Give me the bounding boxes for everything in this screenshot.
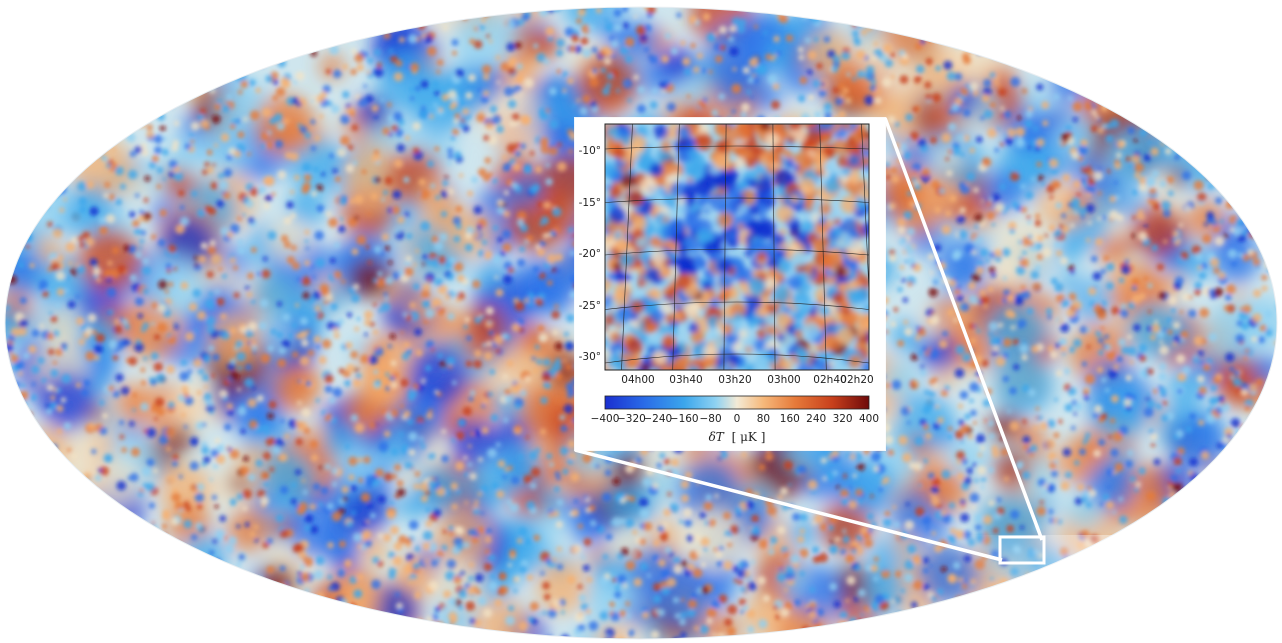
colorbar-tick-label: −240 — [643, 413, 672, 425]
y-tick-label: -25° — [579, 300, 601, 312]
longitude-gridline — [819, 124, 827, 370]
corner-fade — [960, 535, 1282, 643]
zoom-inset: -10° -15° -20° -25° -30° 04h00 03h40 03h20 03h00… — [575, 118, 885, 450]
latitude-gridline — [605, 353, 869, 364]
x-tick-label: 02h40 — [813, 374, 846, 386]
colorbar-label-symbol: δT — [709, 430, 725, 444]
colorbar-tick-label: −80 — [700, 413, 722, 425]
y-tick-label: -30° — [579, 351, 601, 363]
longitude-gridline — [621, 124, 633, 370]
colorbar-label-unit: [ μK ] — [732, 430, 766, 444]
colorbar-tick-label: −320 — [617, 413, 646, 425]
zoom-line-upper — [883, 117, 1044, 541]
colorbar-ticks: −400−320−240−160 −80 0 80 160 240 320 400 — [591, 413, 879, 425]
latitude-gridline — [605, 301, 869, 310]
y-tick-label: -10° — [579, 145, 601, 157]
y-tick-label: -20° — [579, 248, 601, 260]
colorbar-label: δT [ μK ] — [709, 430, 766, 444]
colorbar-tick-label: −160 — [670, 413, 699, 425]
longitude-gridline — [672, 124, 680, 370]
colorbar-tick-label: 0 — [734, 413, 741, 425]
y-tick-label: -15° — [579, 197, 601, 209]
x-tick-label: 02h20 — [840, 374, 873, 386]
colorbar-tick-label: 400 — [859, 413, 879, 425]
coordinate-grid — [605, 124, 869, 370]
colorbar — [604, 395, 870, 410]
colorbar-tick-label: 320 — [833, 413, 853, 425]
x-tick-label: 04h00 — [621, 374, 654, 386]
latitude-gridline — [605, 248, 869, 256]
colorbar-tick-label: 240 — [806, 413, 826, 425]
colorbar-tick-label: −400 — [591, 413, 620, 425]
x-tick-label: 03h40 — [669, 374, 702, 386]
inset-field — [605, 124, 869, 370]
x-tick-label: 03h20 — [718, 374, 751, 386]
colorbar-tick-label: 160 — [780, 413, 800, 425]
latitude-gridline — [605, 145, 869, 150]
longitude-gridline — [861, 124, 869, 299]
colorbar-tick-label: 80 — [757, 413, 770, 425]
longitude-gridline — [723, 124, 727, 370]
map-outline — [4, 6, 1278, 640]
inset-map: -10° -15° -20° -25° -30° 04h00 03h40 03h20 03h00… — [579, 123, 879, 444]
latitude-gridline — [605, 197, 869, 203]
longitude-gridline — [772, 124, 776, 370]
x-tick-label: 03h00 — [767, 374, 800, 386]
zoom-line-lower — [574, 448, 1003, 562]
inset-axes: -10° -15° -20° -25° -30° 04h00 03h40 03h20 03h00… — [579, 145, 874, 386]
inset-frame — [604, 123, 870, 371]
